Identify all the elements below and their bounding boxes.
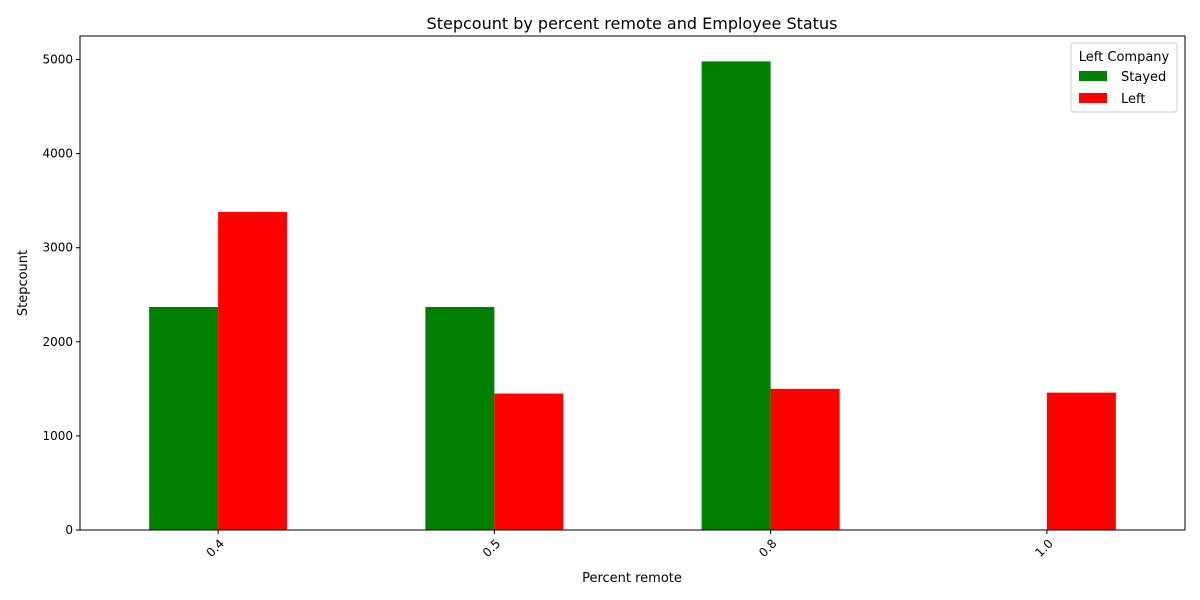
x-axis-label: Percent remote xyxy=(582,571,682,586)
bar-stayed-0.8 xyxy=(701,61,771,531)
y-tick-label: 2000 xyxy=(42,335,73,349)
bar-left-0.4 xyxy=(218,211,288,530)
bar-stayed-0.5 xyxy=(425,306,495,530)
x-tick-label: 1.0 xyxy=(1032,536,1055,559)
legend-title: Left Company xyxy=(1079,50,1170,65)
legend-label-left: Left xyxy=(1121,92,1145,107)
plot-frame xyxy=(79,35,1186,531)
y-tick-label: 4000 xyxy=(42,147,73,161)
bar-left-0.8 xyxy=(770,388,840,530)
legend-swatch-left xyxy=(1079,93,1107,103)
y-axis-label: Stepcount xyxy=(16,250,31,316)
bar-left-1.0 xyxy=(1046,392,1116,530)
x-axis: 0.4 0.5 0.8 1.0 xyxy=(204,530,1056,560)
bars-group xyxy=(149,61,1116,531)
x-tick-label: 0.5 xyxy=(480,536,503,559)
y-tick-label: 1000 xyxy=(42,429,73,443)
legend-label-stayed: Stayed xyxy=(1121,70,1166,85)
y-axis: 0 1000 2000 3000 4000 5000 xyxy=(42,53,80,537)
chart-title: Stepcount by percent remote and Employee… xyxy=(427,14,838,33)
bar-stayed-0.4 xyxy=(149,306,219,530)
x-tick-label: 0.8 xyxy=(756,536,779,559)
x-tick-label: 0.4 xyxy=(204,536,227,559)
legend: Left Company Stayed Left xyxy=(1070,42,1178,113)
bar-left-0.5 xyxy=(494,393,564,530)
y-tick-label: 5000 xyxy=(42,53,73,67)
y-tick-label: 3000 xyxy=(42,241,73,255)
y-tick-label: 0 xyxy=(65,523,73,537)
legend-swatch-stayed xyxy=(1079,71,1107,81)
